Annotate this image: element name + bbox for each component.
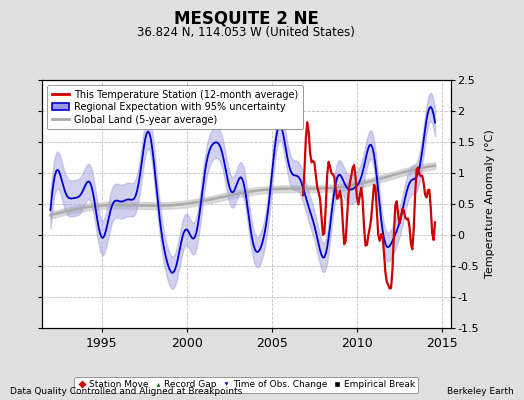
- Text: Data Quality Controlled and Aligned at Breakpoints: Data Quality Controlled and Aligned at B…: [10, 387, 243, 396]
- Text: Berkeley Earth: Berkeley Earth: [447, 387, 514, 396]
- Y-axis label: Temperature Anomaly (°C): Temperature Anomaly (°C): [485, 130, 495, 278]
- Legend: Station Move, Record Gap, Time of Obs. Change, Empirical Break: Station Move, Record Gap, Time of Obs. C…: [74, 377, 419, 393]
- Text: MESQUITE 2 NE: MESQUITE 2 NE: [174, 10, 319, 28]
- Text: 36.824 N, 114.053 W (United States): 36.824 N, 114.053 W (United States): [137, 26, 355, 39]
